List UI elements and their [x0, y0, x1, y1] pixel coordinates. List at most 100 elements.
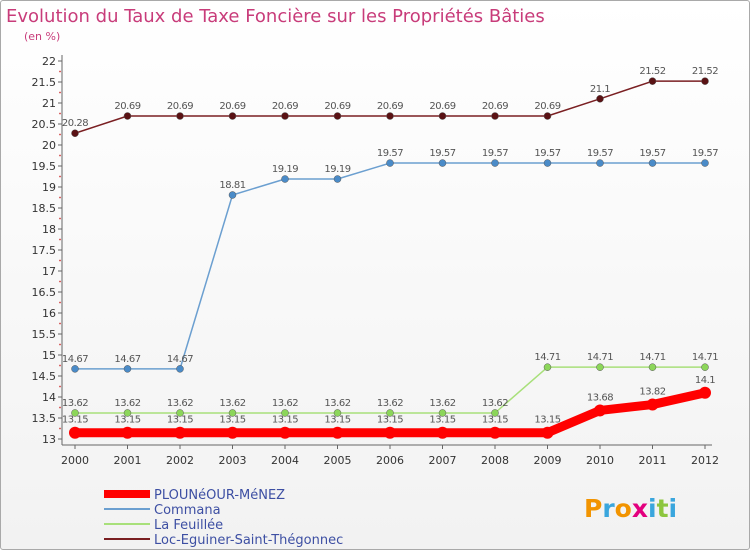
logo-letter: r: [602, 494, 615, 523]
data-point-commana: [438, 159, 447, 167]
data-point-la-feuillee: [228, 409, 237, 417]
data-point-loc-eguiner-saint-thegonnec: [123, 112, 132, 120]
data-point-loc-eguiner-saint-thegonnec: [543, 112, 552, 120]
data-label-loc-eguiner-saint-thegonnec: 20.69: [114, 101, 140, 112]
y-minor-tick: [59, 91, 61, 94]
logo-letter: P: [584, 494, 602, 523]
data-label-loc-eguiner-saint-thegonnec: 20.69: [272, 101, 298, 112]
x-tick-label: 2003: [219, 454, 247, 467]
data-point-commana: [491, 159, 499, 167]
logo-letter: i: [648, 494, 657, 523]
data-point-commana: [228, 191, 237, 199]
data-label-commana: 19.57: [587, 148, 613, 159]
data-point-plouneour-menez: [121, 426, 134, 439]
data-label-loc-eguiner-saint-thegonnec: 20.69: [429, 101, 455, 112]
logo-letter: x: [632, 494, 648, 523]
data-point-plouneour-menez: [436, 426, 449, 439]
data-point-commana: [386, 159, 394, 167]
y-tick-label: 21.5: [32, 76, 57, 89]
data-label-loc-eguiner-saint-thegonnec: 20.69: [377, 101, 403, 112]
data-point-plouneour-menez: [646, 398, 659, 411]
legend-label-commana: Commana: [154, 503, 221, 518]
y-tick-label: 15: [42, 349, 56, 362]
x-tick-label: 2009: [534, 454, 562, 467]
x-tick-label: 2002: [166, 454, 194, 467]
data-label-commana: 14.67: [167, 354, 193, 365]
data-point-loc-eguiner-saint-thegonnec: [438, 112, 447, 120]
y-tick-label: 13.5: [32, 412, 57, 425]
data-label-commana: 19.19: [324, 164, 350, 175]
data-label-plouneour-menez: 14.1: [695, 375, 715, 386]
data-label-commana: 19.57: [692, 148, 718, 159]
y-minor-tick: [59, 238, 61, 241]
y-tick-label: 14: [42, 391, 56, 404]
data-label-la-feuillee: 14.71: [639, 352, 665, 363]
data-label-plouneour-menez: 13.15: [62, 415, 88, 426]
y-tick-label: 20.5: [32, 118, 57, 131]
data-point-commana: [701, 159, 709, 167]
y-tick-label: 19.5: [32, 160, 57, 173]
data-point-plouneour-menez: [226, 426, 239, 439]
data-label-plouneour-menez: 13.15: [167, 415, 193, 426]
y-minor-tick: [59, 196, 61, 199]
data-label-la-feuillee: 13.62: [324, 398, 350, 409]
series-line-commana: [74, 162, 706, 370]
y-tick-label: 16.5: [32, 286, 57, 299]
data-point-plouneour-menez: [69, 426, 81, 439]
series-loc-eguiner-saint-thegonnec: 20.28 20.69 20.69 20.69 20.69 20.69 20.69 20.69…: [62, 66, 719, 137]
x-tick-label: 2001: [114, 454, 142, 467]
y-minor-tick: [59, 385, 61, 388]
y-minor-tick: [59, 217, 61, 220]
y-tick-label: 21: [42, 97, 56, 110]
y-minor-tick: [59, 112, 61, 115]
data-label-commana: 19.57: [482, 148, 508, 159]
proxiti-logo-text: Proxiti: [584, 494, 677, 523]
data-label-la-feuillee: 13.62: [62, 398, 88, 409]
y-tick-label: 19: [42, 181, 56, 194]
data-label-loc-eguiner-saint-thegonnec: 20.69: [324, 101, 350, 112]
y-minor-tick: [59, 259, 61, 262]
x-tick-label: 2005: [324, 454, 352, 467]
data-label-la-feuillee: 13.62: [377, 398, 403, 409]
data-point-plouneour-menez: [699, 386, 711, 399]
data-point-plouneour-menez: [384, 426, 396, 439]
y-tick-label: 17: [42, 265, 56, 278]
x-tick-label: 2010: [586, 454, 614, 467]
data-point-loc-eguiner-saint-thegonnec: [228, 112, 237, 120]
data-label-plouneour-menez: 13.15: [429, 415, 455, 426]
data-label-la-feuillee: 13.62: [167, 398, 193, 409]
y-tick-label: 17.5: [32, 244, 57, 257]
data-point-loc-eguiner-saint-thegonnec: [648, 77, 657, 85]
data-label-plouneour-menez: 13.68: [587, 392, 613, 403]
proxiti-logo: Proxiti: [584, 494, 677, 523]
y-axis-unit: (en %): [24, 30, 60, 43]
logo-letter: i: [669, 494, 678, 523]
y-minor-tick: [59, 406, 61, 409]
chart-title: Evolution du Taux de Taxe Foncière sur l…: [6, 6, 545, 27]
x-tick-label: 2008: [481, 454, 509, 467]
data-point-la-feuillee: [281, 409, 289, 417]
data-label-loc-eguiner-saint-thegonnec: 21.52: [692, 66, 718, 77]
data-label-la-feuillee: 14.71: [587, 352, 613, 363]
data-point-plouneour-menez: [541, 426, 554, 439]
data-point-commana: [281, 175, 289, 183]
y-minor-tick: [59, 301, 61, 304]
data-label-la-feuillee: 13.62: [114, 398, 140, 409]
legend-label-loc-eguiner-saint-thegonnec: Loc-Eguiner-Saint-Thégonnec: [154, 533, 343, 548]
y-tick-label: 18.5: [32, 202, 57, 215]
data-label-loc-eguiner-saint-thegonnec: 20.69: [482, 101, 508, 112]
data-label-plouneour-menez: 13.15: [482, 415, 508, 426]
data-label-commana: 18.81: [219, 180, 245, 191]
series-commana: 14.67 14.67 14.67 18.81 19.19 19.19 19.57 19.57…: [62, 148, 719, 373]
data-label-plouneour-menez: 13.15: [272, 415, 298, 426]
y-minor-tick: [59, 343, 61, 346]
data-point-la-feuillee: [71, 409, 79, 417]
data-label-la-feuillee: 13.62: [429, 398, 455, 409]
y-minor-tick: [59, 364, 61, 367]
y-minor-tick: [59, 133, 61, 136]
data-point-commana: [648, 159, 657, 167]
x-tick-label: 2012: [691, 454, 719, 467]
data-label-plouneour-menez: 13.15: [324, 415, 350, 426]
x-tick-label: 2000: [61, 454, 89, 467]
